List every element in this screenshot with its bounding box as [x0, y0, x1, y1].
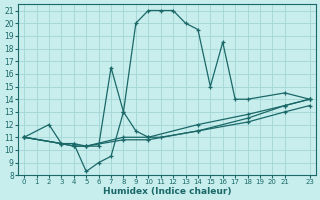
- X-axis label: Humidex (Indice chaleur): Humidex (Indice chaleur): [103, 187, 231, 196]
